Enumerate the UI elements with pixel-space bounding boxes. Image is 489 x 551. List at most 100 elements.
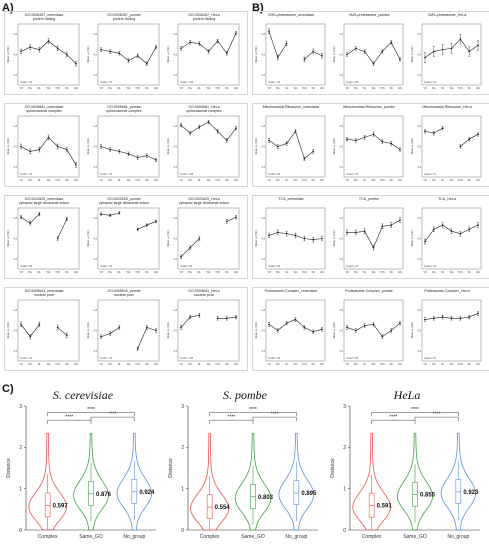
y-tick-label: 0.8 — [94, 217, 98, 220]
data-point — [459, 317, 462, 320]
data-point — [321, 328, 323, 331]
panel-a-label: A) — [2, 2, 14, 14]
data-point — [312, 150, 314, 153]
y-tick-label: 0.6 — [340, 146, 344, 149]
mini-line-chart: Mean +/- (SE) 0.2 0.6 0.8 YR RG RL WA TUN PE WA mod… — [254, 23, 326, 90]
y-tick-label: 0.8 — [418, 125, 422, 128]
panel-b-chart-3-3: TCA_HeLa Mean +/- (SE) 0.2 0.6 0.8 YR RG RL WA TU… — [410, 196, 484, 278]
series-line — [268, 130, 314, 160]
violin-panel-2: S. pombe Distance 0 1 2 3 **** **** **** 0.554 Com… — [166, 388, 324, 546]
category-label: Complex — [362, 534, 382, 540]
y-tick-label: 0.8 — [14, 33, 18, 36]
data-point — [47, 136, 50, 139]
data-point — [441, 48, 444, 51]
y-tick-label: 3 — [19, 404, 22, 410]
x-tick-label: WA — [450, 179, 454, 182]
significance-label: **** — [65, 415, 73, 421]
y-tick-label: 0.6 — [262, 330, 266, 333]
data-point — [155, 46, 157, 48]
series-line — [20, 40, 77, 64]
panel-a-chart-2-3: GO:0005681_HeLa spliceosomal complex Mean … — [166, 104, 242, 186]
panel-a-chart-4-1: GO:0005643_cerevisiae nuclear pore Mean +/… — [6, 288, 82, 370]
data-point — [56, 326, 59, 329]
violin-chart: Distance 0 1 2 3 **** **** **** 0.554 Complex 0.80… — [168, 404, 318, 540]
data-point — [303, 58, 306, 61]
y-tick-label: 0.8 — [418, 309, 422, 312]
violin-panel-title: S. pombe — [223, 388, 267, 402]
data-point — [433, 228, 435, 231]
significance-bracket — [47, 412, 135, 417]
chart-title: GO:0006457_pombe — [107, 13, 141, 17]
plot-frame — [177, 115, 240, 178]
x-tick-label: WA — [207, 87, 211, 90]
x-tick-label: TUN — [135, 87, 140, 90]
y-tick-label: 0.6 — [418, 330, 422, 333]
x-tick-label: RG — [432, 179, 436, 182]
violin-shape — [73, 432, 109, 531]
chart-title: GO:0022625_cerevisiae — [24, 197, 64, 201]
x-tick-label: RG — [108, 271, 112, 274]
data-point — [441, 224, 444, 226]
x-tick-label: TUN — [458, 271, 463, 274]
y-axis-label: Mean +/- (SE) — [410, 46, 414, 62]
x-tick-label: TUN — [458, 87, 463, 90]
y-tick-label: 0.6 — [340, 330, 344, 333]
x-tick-label: RG — [276, 363, 280, 366]
plot-frame — [177, 23, 240, 86]
violin-panel-title: S. cerevisiae — [52, 388, 114, 402]
model-count-label: model = 33 — [20, 81, 33, 84]
x-tick-label: RL — [38, 363, 42, 366]
panel-a-chart-1-3: GO:0006457_HeLa protein folding Mean +/- (… — [166, 12, 242, 94]
series-line — [226, 216, 237, 222]
median-label: 0.923 — [463, 490, 479, 496]
x-tick-label: RL — [118, 271, 122, 274]
y-tick-label: 0.2 — [418, 74, 422, 77]
series-line — [57, 327, 68, 336]
median-label: 0.803 — [258, 495, 274, 501]
data-point — [56, 145, 59, 148]
y-tick-label: 0.8 — [94, 309, 98, 312]
violin-panel-title: HeLa — [393, 388, 421, 402]
y-tick-label: 0.2 — [94, 166, 98, 169]
data-point — [399, 148, 401, 151]
data-point — [346, 53, 348, 56]
x-tick-label: PE — [65, 87, 69, 90]
y-tick-label: 0.6 — [262, 146, 266, 149]
y-tick-label: 0.8 — [262, 125, 266, 128]
x-tick-label: YR — [19, 271, 23, 274]
x-tick-label: PE — [390, 271, 394, 274]
mini-line-chart: Mean +/- (SE) 0.2 0.6 0.8 YR RG RL WA TUN PE WA mod… — [166, 23, 240, 90]
y-tick-label: 1 — [343, 486, 346, 492]
x-tick-label: YR — [179, 271, 183, 274]
mini-line-chart: Mean +/- (SE) 0.2 0.6 0.8 YR RG RL WA TUN PE WA mod… — [332, 23, 404, 90]
data-point — [303, 237, 306, 240]
x-tick-label: WA — [74, 363, 78, 366]
panel-b-group-2 — [252, 103, 489, 187]
data-point — [468, 228, 470, 231]
plot-frame — [97, 115, 160, 178]
panel-b-chart-4-2: Proteasome.Complex_pombe Mean +/- (SE) 0.2… — [332, 288, 406, 370]
x-tick-label: TUN — [215, 363, 220, 366]
median-label: 0.876 — [96, 492, 112, 498]
data-point — [390, 224, 392, 226]
data-point — [216, 317, 219, 320]
x-tick-label: RL — [363, 179, 367, 182]
data-point — [294, 130, 297, 133]
model-count-label: model = 30 — [268, 265, 281, 268]
chart-title: nuclear pore — [114, 293, 134, 297]
data-point — [363, 324, 366, 327]
series-line — [20, 136, 77, 165]
chart-title: spliceosomal complex — [186, 109, 222, 113]
chart-title: spliceosomal complex — [106, 109, 142, 113]
data-point — [189, 316, 191, 318]
x-tick-label: PE — [390, 363, 394, 366]
y-tick-label: 0.2 — [14, 350, 18, 353]
chart-title: GO:0005643_cerevisiae — [24, 289, 64, 293]
data-point — [136, 228, 139, 231]
data-point — [198, 314, 201, 317]
y-axis-label: Mean +/- (SE) — [254, 138, 258, 154]
y-tick-label: 0.6 — [262, 54, 266, 57]
x-tick-label: WA — [372, 179, 376, 182]
data-point — [468, 50, 470, 53]
data-point — [390, 41, 392, 44]
